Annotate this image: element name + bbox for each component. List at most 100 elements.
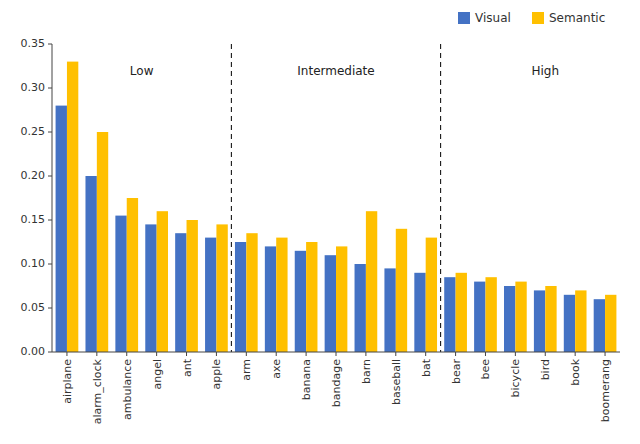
x-tick (515, 352, 516, 356)
bar (515, 282, 526, 352)
chart: 0.000.050.100.150.200.250.300.35airplane… (0, 0, 640, 444)
bar (355, 264, 366, 352)
bar (157, 211, 168, 352)
y-tick-label: 0.05 (21, 301, 46, 314)
x-tick-label: bird (539, 359, 552, 380)
separator-line (440, 44, 441, 352)
x-tick-label: alarm_clock (91, 358, 104, 424)
legend: Visual Semantic (458, 11, 605, 25)
bar (276, 238, 287, 352)
bar (97, 132, 108, 352)
x-tick-label: arm (240, 359, 253, 381)
y-tick (48, 220, 52, 221)
x-tick-label: bicycle (509, 359, 522, 398)
bar (265, 246, 276, 352)
annotations: Low Intermediate High (130, 64, 559, 78)
x-tick (575, 352, 576, 356)
bar (384, 268, 395, 352)
bar (325, 255, 336, 352)
bar (444, 277, 455, 352)
annotation: High (531, 64, 559, 78)
y-axis: 0.000.050.100.150.200.250.300.35 (21, 37, 53, 358)
y-tick-label: 0.00 (21, 345, 46, 358)
y-tick-label: 0.20 (21, 169, 46, 182)
x-tick-label: barn (360, 359, 373, 384)
bar (396, 229, 407, 352)
x-tick (395, 352, 396, 356)
legend-swatch (458, 12, 470, 24)
annotation: Intermediate (297, 64, 374, 78)
x-tick (545, 352, 546, 356)
x-tick-label: boomerang (599, 359, 612, 422)
separator-line (231, 44, 232, 352)
y-tick-label: 0.35 (21, 37, 46, 50)
legend-swatch (532, 12, 544, 24)
bar (575, 290, 586, 352)
x-tick (365, 352, 366, 356)
x-tick (246, 352, 247, 356)
bar (485, 277, 496, 352)
y-tick-label: 0.30 (21, 81, 46, 94)
x-tick-label: ambulance (121, 359, 134, 420)
x-tick (126, 352, 127, 356)
bar (127, 198, 138, 352)
bar (414, 273, 425, 352)
x-tick (66, 352, 67, 356)
bar (187, 220, 198, 352)
bar (235, 242, 246, 352)
bar (306, 242, 317, 352)
legend-label: Semantic (549, 11, 605, 25)
x-tick (455, 352, 456, 356)
x-tick (425, 352, 426, 356)
x-tick (306, 352, 307, 356)
x-tick-label: angel (151, 359, 164, 390)
x-tick (96, 352, 97, 356)
bar (594, 299, 605, 352)
legend-label: Visual (475, 11, 511, 25)
y-tick (48, 352, 52, 353)
bar (474, 282, 485, 352)
x-tick (605, 352, 606, 356)
bar (564, 295, 575, 352)
bar (115, 216, 126, 352)
bar (295, 251, 306, 352)
x-tick-label: axe (270, 359, 283, 379)
bar (426, 238, 437, 352)
separators (231, 44, 440, 352)
x-tick (216, 352, 217, 356)
x-axis: airplanealarm_clockambulanceangelantappl… (61, 352, 612, 424)
y-tick-label: 0.10 (21, 257, 46, 270)
x-tick-label: bee (479, 359, 492, 380)
bar (67, 62, 78, 352)
bar (56, 106, 67, 352)
x-tick-label: bandage (330, 359, 343, 407)
x-tick (485, 352, 486, 356)
bar (366, 211, 377, 352)
y-tick (48, 308, 52, 309)
bar (545, 286, 556, 352)
x-tick-label: ant (181, 358, 194, 377)
bar (205, 238, 216, 352)
bar (246, 233, 257, 352)
y-axis-line (52, 44, 53, 352)
bar (456, 273, 467, 352)
y-tick (48, 176, 52, 177)
bar (175, 233, 186, 352)
x-tick (336, 352, 337, 356)
x-tick-label: bear (450, 359, 463, 384)
bar (504, 286, 515, 352)
y-tick (48, 44, 52, 45)
y-tick (48, 88, 52, 89)
annotation: Low (130, 64, 154, 78)
bar (534, 290, 545, 352)
y-tick-label: 0.25 (21, 125, 46, 138)
bars (56, 62, 617, 352)
x-tick-label: baseball (390, 359, 403, 405)
bar (216, 224, 227, 352)
x-tick (186, 352, 187, 356)
x-tick-label: airplane (61, 359, 74, 404)
bar (145, 224, 156, 352)
x-tick-label: banana (300, 359, 313, 400)
bar (336, 246, 347, 352)
bar (605, 295, 616, 352)
